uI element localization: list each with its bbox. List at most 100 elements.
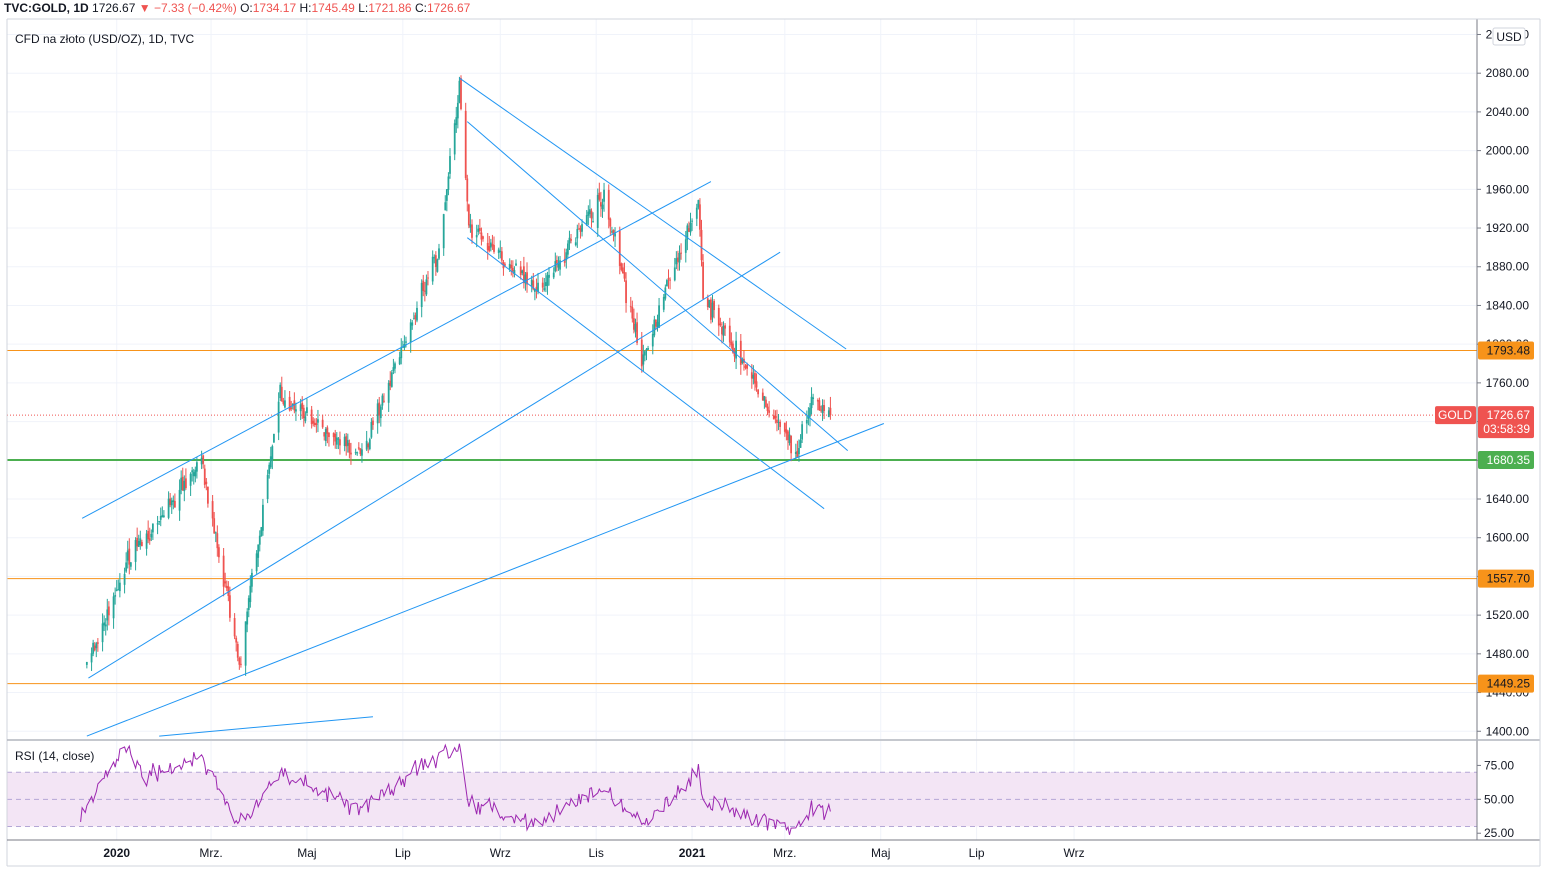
candle-body [541,282,544,288]
rsi-axis[interactable]: 75.00 50.00 25.00 [1477,758,1514,840]
candle-body [636,322,638,343]
candle-body [118,582,121,592]
candle-body [151,523,154,533]
rsi-tick-label: 50.00 [1484,792,1514,806]
candle-body [592,221,594,223]
candle-body [511,267,514,272]
trendline[interactable] [86,423,885,737]
candle-body [235,637,238,643]
candle-body [423,290,426,292]
rsi-line-group [80,743,831,835]
candle-body [90,653,93,663]
candle-body [585,215,588,225]
candle-body [757,389,759,395]
candle-body [207,486,209,504]
candle-body [823,405,826,411]
candle-body [710,299,712,320]
candle-body [500,251,503,261]
candle-body [389,380,392,386]
candle-body [651,333,654,347]
candle-body [491,244,494,247]
candle-body [754,372,756,384]
candle-body [367,443,370,448]
candle-body [634,323,637,332]
candle-body [249,585,252,603]
currency-box[interactable] [1492,27,1526,46]
candle-body [684,239,687,253]
trendline[interactable] [81,181,712,519]
candle-body [486,242,489,251]
candle-body [680,252,682,254]
candle-body [147,530,150,540]
candle-body [189,473,192,486]
y-tick-label: 1400.00 [1486,724,1530,738]
trendline[interactable] [159,716,374,737]
trendline[interactable] [466,237,825,510]
trendline[interactable] [466,121,849,451]
candle-body [323,432,326,437]
candle-body [280,386,283,402]
candle-body [695,207,698,219]
level-badge-label: 1793.48 [1487,343,1531,357]
candle-body [251,572,253,587]
candle-body [431,256,434,282]
candle-body [345,436,348,447]
candle-body [117,589,120,591]
symbol-label[interactable]: TVC:GOLD, 1D [4,1,89,15]
candle-body [455,117,458,126]
trendline[interactable] [88,251,781,679]
candle-body [510,264,513,269]
candle-body [302,407,305,419]
candle-body [574,242,577,246]
candle-body [768,410,771,413]
candle-body [244,621,247,666]
candle-body [114,595,117,597]
candle-body [478,228,481,231]
candle-body [779,421,782,427]
candle-body [774,416,777,419]
candle-body [739,340,742,365]
candle-body [469,224,472,228]
candle-body [213,518,216,534]
candle-body [400,347,403,359]
candle-body [394,363,396,369]
candle-body [688,228,690,232]
candle-body [356,452,359,454]
candle-body [181,476,184,491]
candle-body [95,643,98,649]
candle-body [416,307,418,321]
candle-body [224,581,227,584]
last-price-badge-label: 1726.67 [1487,408,1531,422]
candle-body [125,562,128,572]
candle-body [655,319,657,327]
candle-body [107,606,110,616]
y-tick-label: 1640.00 [1486,492,1530,506]
candle-body [103,622,106,626]
candle-body [192,472,195,477]
candle-body [735,340,737,359]
candle-body [554,261,557,272]
candle-body [755,381,758,388]
candle-body [172,500,175,503]
candle-body [827,410,830,418]
time-axis[interactable]: 2020 Mrz. Maj Lip Wrz Lis 2021 Mrz. Maj Lip Wrz [103,846,1084,860]
candle-body [195,462,198,472]
candle-body [214,532,217,534]
trendline[interactable] [459,77,847,350]
candle-body [398,357,401,365]
candle-body [350,452,352,455]
candle-body [295,409,297,412]
y-tick-label: 1760.00 [1486,376,1530,390]
candle-body [799,440,802,448]
candle-body [246,611,249,625]
trendlines[interactable] [81,77,885,737]
y-tick-label: 2040.00 [1486,105,1530,119]
rsi-title[interactable]: RSI (14, close) [15,749,95,763]
candle-body [522,266,525,284]
candle-body [381,395,384,406]
candle-body [579,227,582,232]
candle-body [730,341,733,346]
candle-body [546,275,549,287]
